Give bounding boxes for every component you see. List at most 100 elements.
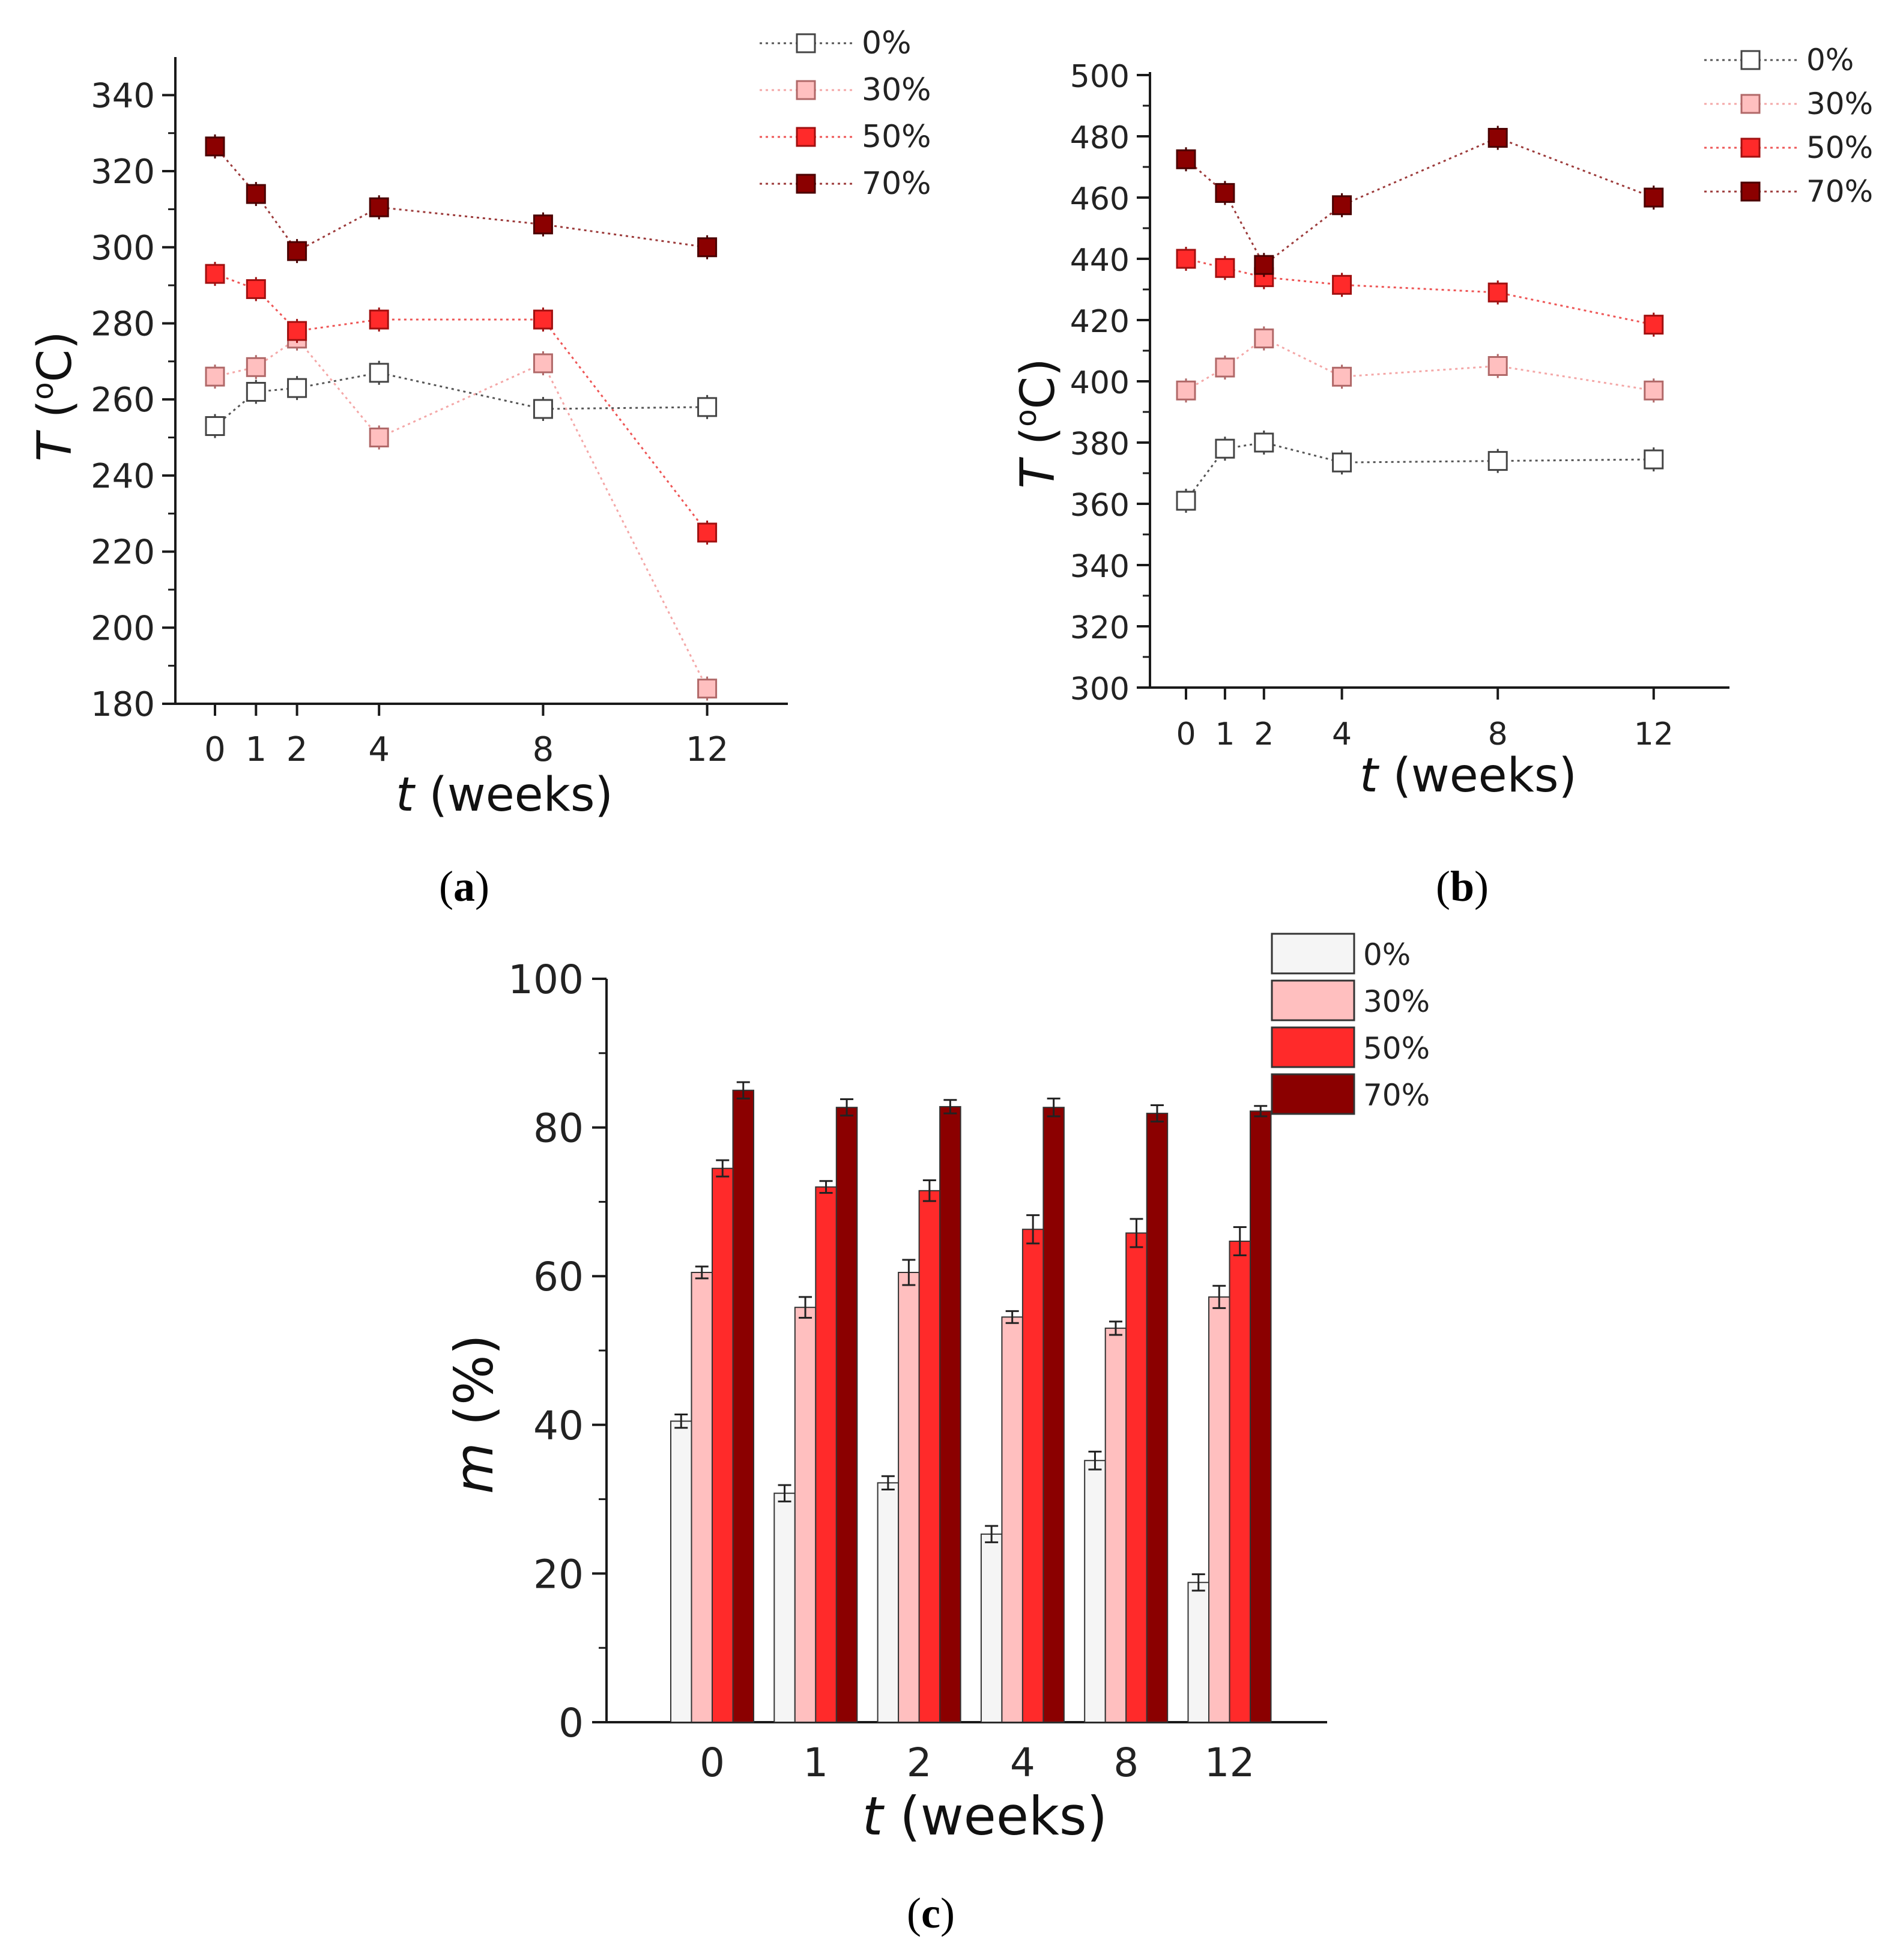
c-bar-70%-12 <box>1250 1110 1272 1723</box>
b-point-70% <box>1644 187 1664 208</box>
b-legend-swatch <box>1740 94 1761 114</box>
c-y-tick-label: 20 <box>533 1551 584 1597</box>
c-legend-label: 70% <box>1363 1078 1430 1113</box>
panel-a-x-axis-title: t (weeks) <box>396 768 613 822</box>
b-y-tick-label: 300 <box>1070 671 1130 707</box>
b-y-tick-label: 360 <box>1070 488 1130 524</box>
b-point-0% <box>1215 438 1235 459</box>
panel-b-legend: 0% 30% 50% 70% <box>1704 43 1873 209</box>
c-bar-50%-1 <box>815 1186 837 1723</box>
c-bar-50%-4 <box>1021 1229 1044 1723</box>
b-legend-swatch <box>1740 138 1761 158</box>
c-legend-label: 0% <box>1363 937 1411 972</box>
c-bar-0%-1 <box>773 1492 796 1723</box>
c-y-tick-label: 0 <box>558 1700 584 1746</box>
panel-a-label: (a) <box>439 862 489 910</box>
a-x-tick-label: 12 <box>686 730 728 769</box>
c-bar-0%-0 <box>670 1420 692 1723</box>
c-bar-70%-2 <box>939 1106 961 1723</box>
panel-c-label: (c) <box>907 1889 955 1937</box>
b-x-tick-label: 12 <box>1634 716 1674 752</box>
b-y-tick-label: 460 <box>1070 181 1130 217</box>
panel-b-x-axis-title: t (weeks) <box>1360 749 1577 803</box>
b-point-0% <box>1487 451 1508 471</box>
a-point-70% <box>287 241 307 261</box>
b-point-30% <box>1254 328 1274 349</box>
a-point-50% <box>205 264 225 284</box>
b-point-30% <box>1487 356 1508 376</box>
c-bar-0%-4 <box>980 1533 1003 1723</box>
b-point-50% <box>1487 282 1508 303</box>
b-point-50% <box>1644 315 1664 335</box>
panel-a-legend: 0% 30% 50% 70% <box>760 25 931 202</box>
a-y-tick-label: 280 <box>91 304 155 343</box>
a-x-tick-label: 2 <box>286 730 308 769</box>
c-bar-0%-12 <box>1187 1582 1209 1723</box>
a-point-70% <box>369 197 389 217</box>
a-point-0% <box>369 363 389 383</box>
a-legend-label: 70% <box>862 166 931 202</box>
c-legend-label: 30% <box>1363 984 1430 1019</box>
panel-b-y-axis-title: T (oC) <box>1009 358 1065 488</box>
a-x-tick-label: 8 <box>533 730 554 769</box>
b-legend-label: 30% <box>1806 86 1873 121</box>
b-x-tick-label: 2 <box>1254 716 1274 752</box>
a-point-70% <box>697 237 718 258</box>
c-legend-label: 50% <box>1363 1031 1430 1066</box>
b-x-tick-label: 1 <box>1215 716 1235 752</box>
a-point-50% <box>533 309 553 330</box>
c-bar-70%-4 <box>1042 1107 1065 1723</box>
b-y-tick-label: 380 <box>1070 426 1130 462</box>
b-point-50% <box>1176 249 1196 269</box>
b-y-tick-label: 340 <box>1070 549 1130 585</box>
a-y-tick-label: 200 <box>91 609 155 648</box>
a-x-tick-label: 4 <box>368 730 390 769</box>
b-y-tick-label: 500 <box>1070 59 1130 95</box>
panel-c-legend: 0% 30% 50% 70% <box>1271 933 1430 1115</box>
c-bar-30%-12 <box>1208 1296 1230 1723</box>
b-series-line-70% <box>1185 136 1654 267</box>
panel-a-y-axis-title: T (oC) <box>26 331 82 461</box>
a-point-50% <box>697 522 718 543</box>
b-y-tick-label: 400 <box>1070 365 1130 401</box>
a-y-tick-label: 260 <box>91 381 155 420</box>
a-legend-label: 30% <box>862 72 931 108</box>
b-y-tick-label: 480 <box>1070 120 1130 156</box>
b-legend-swatch <box>1740 50 1761 70</box>
b-point-30% <box>1644 380 1664 401</box>
a-legend-label: 50% <box>862 119 931 155</box>
a-series-line-0% <box>214 372 707 427</box>
a-y-tick-label: 340 <box>91 76 155 115</box>
panel-b-label: (b) <box>1436 862 1489 910</box>
c-bar-70%-1 <box>835 1107 858 1723</box>
c-x-tick-label: 0 <box>700 1740 725 1786</box>
a-point-0% <box>287 378 307 398</box>
a-series-line-30% <box>214 337 708 689</box>
b-x-tick-label: 4 <box>1332 716 1352 752</box>
b-point-70% <box>1332 195 1352 216</box>
a-point-0% <box>246 382 266 402</box>
a-point-50% <box>287 321 307 341</box>
c-bar-0%-8 <box>1084 1460 1106 1723</box>
a-y-tick-label: 320 <box>91 153 155 192</box>
c-bar-50%-2 <box>918 1190 941 1723</box>
c-x-tick-label: 1 <box>803 1740 828 1786</box>
c-bar-50%-12 <box>1229 1241 1251 1723</box>
b-point-50% <box>1215 258 1235 278</box>
c-bar-30%-1 <box>794 1307 817 1723</box>
b-point-70% <box>1254 255 1274 275</box>
a-point-30% <box>697 679 718 699</box>
a-y-tick-label: 240 <box>91 457 155 496</box>
a-y-tick-label: 300 <box>91 229 155 268</box>
b-point-0% <box>1176 491 1196 511</box>
panel-a-markers <box>205 134 718 701</box>
a-point-30% <box>533 353 553 374</box>
b-x-tick-label: 8 <box>1488 716 1508 752</box>
a-legend-swatch <box>796 127 816 147</box>
panel-c-bars <box>670 1081 1272 1723</box>
